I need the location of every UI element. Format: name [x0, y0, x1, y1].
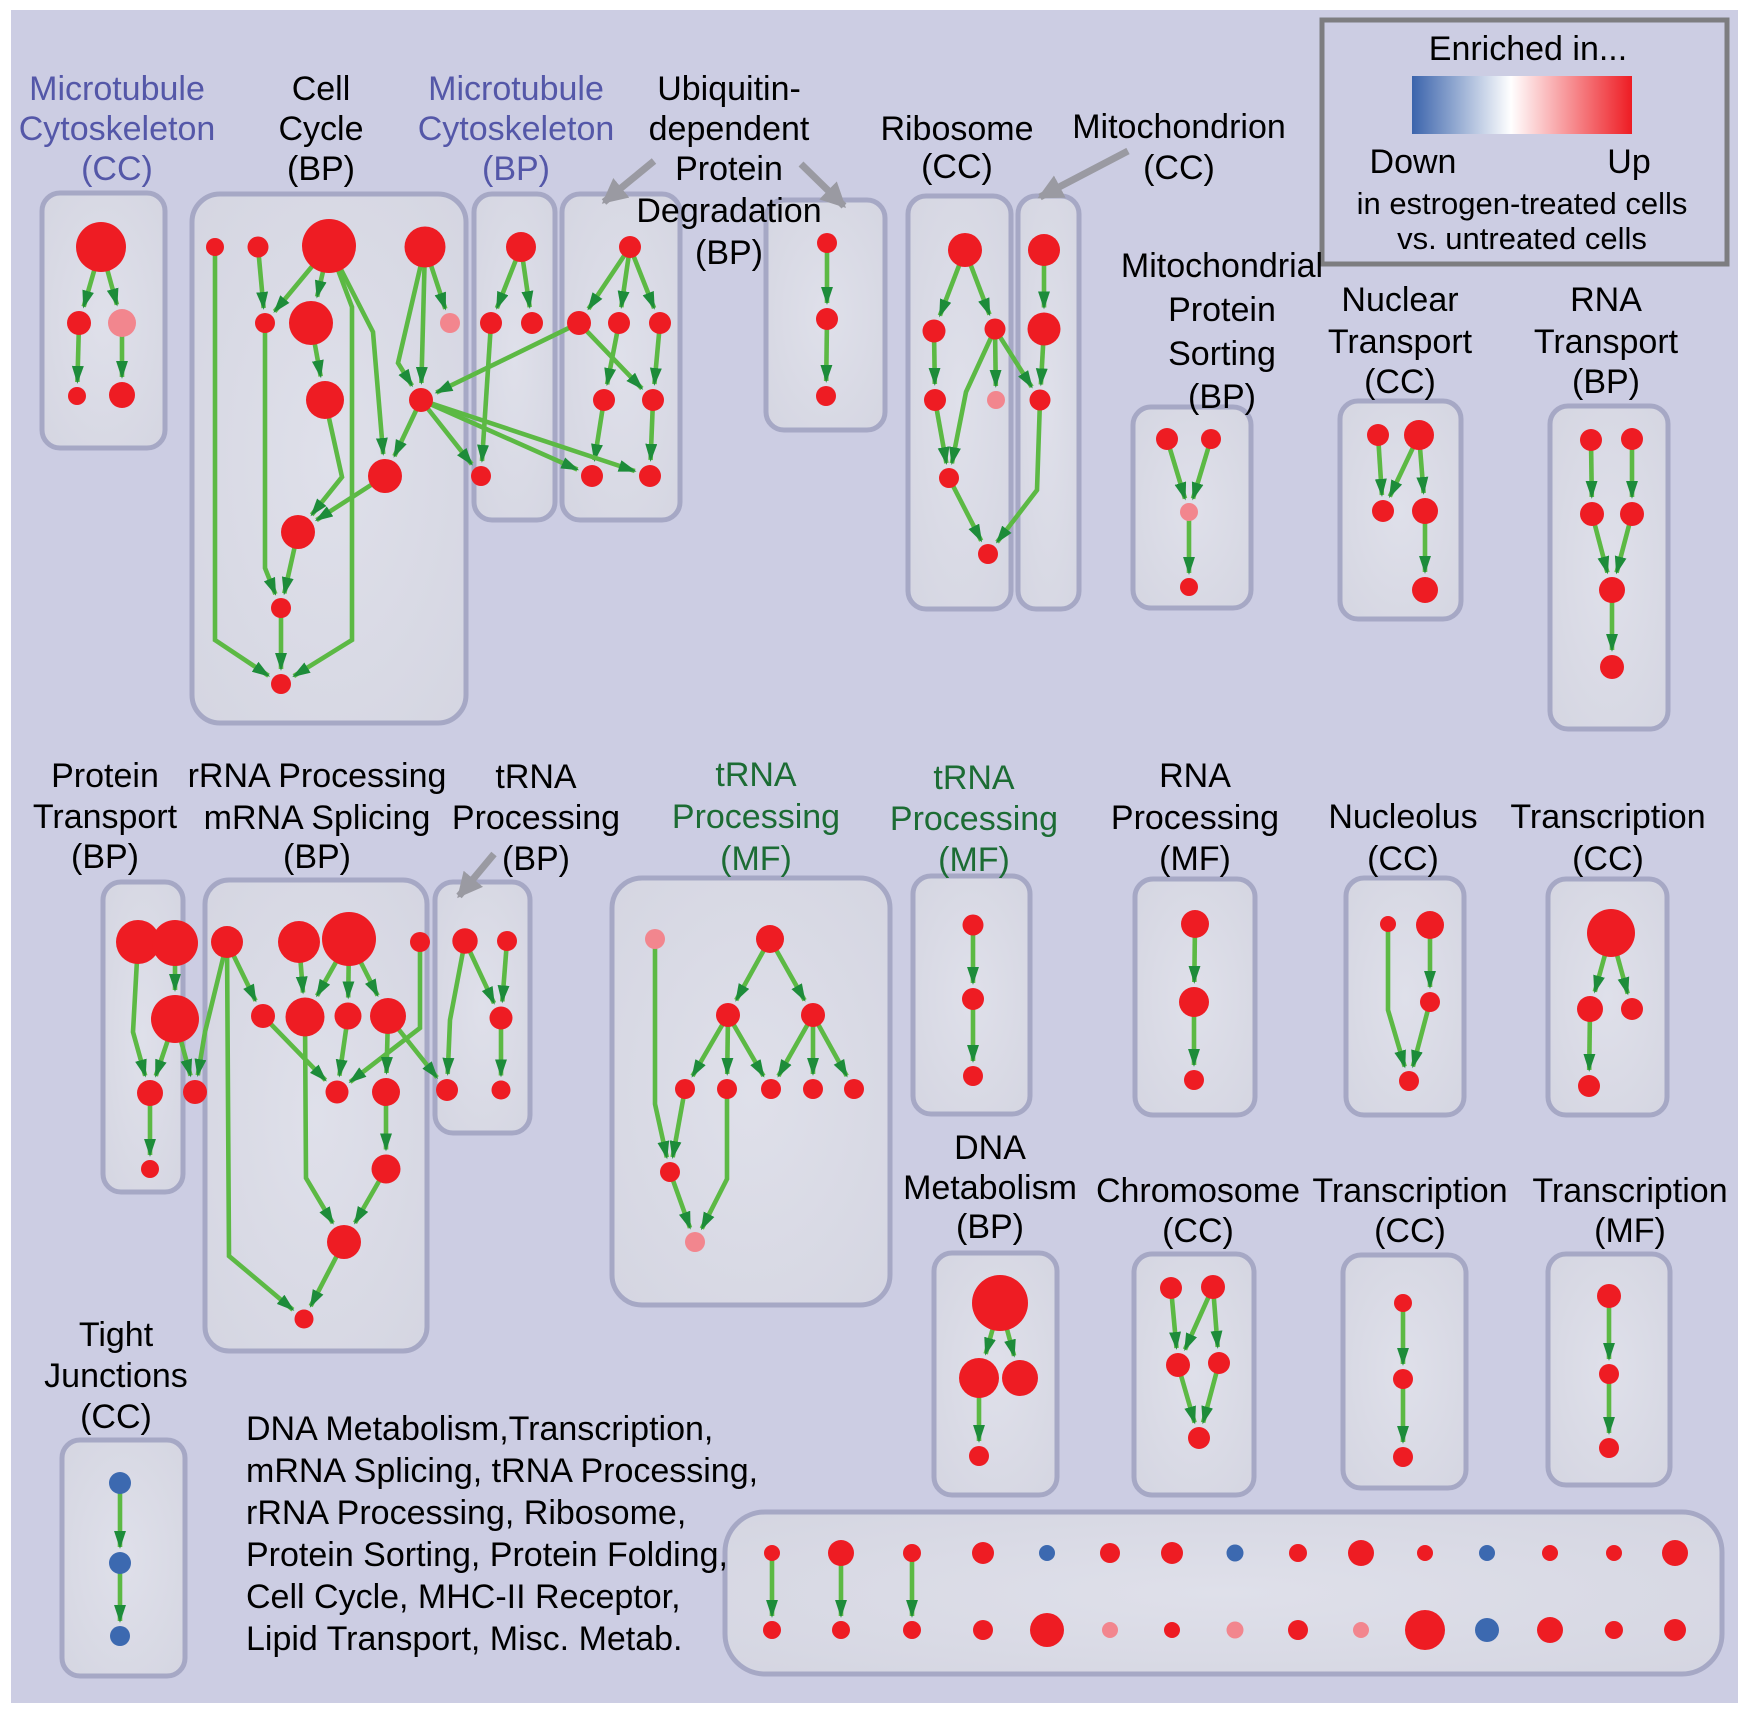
svg-text:Metabolism: Metabolism — [903, 1169, 1077, 1207]
svg-text:Cycle: Cycle — [278, 110, 363, 148]
svg-text:(BP): (BP) — [71, 838, 139, 876]
svg-text:tRNA: tRNA — [933, 759, 1015, 797]
svg-text:Lipid Transport, Misc. Metab.: Lipid Transport, Misc. Metab. — [246, 1620, 683, 1658]
svg-text:Tight: Tight — [79, 1316, 154, 1354]
svg-text:Protein: Protein — [51, 757, 159, 795]
svg-text:Microtubule: Microtubule — [29, 70, 205, 108]
svg-text:Processing: Processing — [890, 800, 1058, 838]
svg-text:(CC): (CC) — [1374, 1212, 1446, 1250]
svg-text:rRNA Processing, Ribosome,: rRNA Processing, Ribosome, — [246, 1494, 686, 1532]
svg-text:Processing: Processing — [1111, 799, 1279, 837]
svg-text:Microtubule: Microtubule — [428, 70, 604, 108]
svg-text:(CC): (CC) — [81, 150, 153, 188]
svg-text:Enriched in...: Enriched in... — [1429, 30, 1627, 68]
svg-text:(MF): (MF) — [720, 840, 792, 878]
svg-text:Cytoskeleton: Cytoskeleton — [19, 110, 216, 148]
svg-text:Up: Up — [1607, 143, 1650, 181]
svg-text:Transcription: Transcription — [1510, 798, 1705, 836]
svg-text:(MF): (MF) — [938, 841, 1010, 879]
svg-text:(BP): (BP) — [287, 150, 355, 188]
svg-text:(CC): (CC) — [1143, 149, 1215, 187]
svg-text:(BP): (BP) — [502, 840, 570, 878]
svg-text:(BP): (BP) — [695, 234, 763, 272]
svg-text:(CC): (CC) — [921, 148, 993, 186]
svg-text:Cell: Cell — [292, 70, 351, 108]
svg-text:mRNA Splicing, tRNA Processing: mRNA Splicing, tRNA Processing, — [246, 1452, 758, 1490]
svg-text:(BP): (BP) — [956, 1208, 1024, 1246]
svg-text:Transport: Transport — [1328, 323, 1473, 361]
svg-text:Nucleolus: Nucleolus — [1328, 798, 1477, 836]
svg-text:Protein Sorting, Protein Foldi: Protein Sorting, Protein Folding, — [246, 1536, 728, 1574]
svg-text:Ribosome: Ribosome — [880, 110, 1033, 148]
svg-text:mRNA Splicing: mRNA Splicing — [204, 799, 431, 837]
svg-text:(CC): (CC) — [1572, 840, 1644, 878]
svg-text:(CC): (CC) — [1364, 363, 1436, 401]
svg-text:Down: Down — [1370, 143, 1457, 181]
svg-text:(CC): (CC) — [1367, 840, 1439, 878]
svg-text:Junctions: Junctions — [44, 1357, 188, 1395]
svg-text:Ubiquitin-: Ubiquitin- — [657, 70, 801, 108]
svg-text:(BP): (BP) — [283, 838, 351, 876]
svg-text:RNA: RNA — [1570, 281, 1642, 319]
svg-text:Mitochondrion: Mitochondrion — [1072, 108, 1286, 146]
svg-text:Processing: Processing — [452, 799, 620, 837]
svg-text:dependent: dependent — [649, 110, 810, 148]
svg-text:Cytoskeleton: Cytoskeleton — [418, 110, 615, 148]
svg-text:DNA Metabolism,Transcription,: DNA Metabolism,Transcription, — [246, 1410, 713, 1448]
svg-text:Nuclear: Nuclear — [1341, 281, 1458, 319]
svg-text:Protein: Protein — [675, 150, 783, 188]
svg-text:Sorting: Sorting — [1168, 335, 1276, 373]
svg-text:Mitochondrial: Mitochondrial — [1121, 247, 1323, 285]
svg-text:Chromosome: Chromosome — [1096, 1172, 1300, 1210]
svg-text:RNA: RNA — [1159, 757, 1231, 795]
svg-text:(MF): (MF) — [1594, 1212, 1666, 1250]
svg-text:(MF): (MF) — [1159, 840, 1231, 878]
svg-text:(BP): (BP) — [482, 150, 550, 188]
svg-text:Processing: Processing — [672, 798, 840, 836]
svg-text:(BP): (BP) — [1188, 378, 1256, 416]
svg-text:in estrogen-treated cells: in estrogen-treated cells — [1357, 186, 1688, 221]
svg-text:tRNA: tRNA — [495, 758, 577, 796]
svg-text:Transport: Transport — [33, 798, 178, 836]
svg-text:(BP): (BP) — [1572, 363, 1640, 401]
svg-text:rRNA Processing: rRNA Processing — [188, 757, 447, 795]
svg-text:Protein: Protein — [1168, 291, 1276, 329]
svg-text:(CC): (CC) — [80, 1398, 152, 1436]
svg-text:vs. untreated cells: vs. untreated cells — [1397, 221, 1647, 256]
svg-text:Cell Cycle, MHC-II Receptor,: Cell Cycle, MHC-II Receptor, — [246, 1578, 681, 1616]
svg-text:Transcription: Transcription — [1312, 1172, 1507, 1210]
svg-text:Degradation: Degradation — [636, 192, 821, 230]
svg-text:(CC): (CC) — [1162, 1212, 1234, 1250]
svg-text:Transcription: Transcription — [1532, 1172, 1727, 1210]
svg-text:Transport: Transport — [1534, 323, 1679, 361]
svg-text:DNA: DNA — [954, 1129, 1026, 1167]
svg-text:tRNA: tRNA — [715, 756, 797, 794]
